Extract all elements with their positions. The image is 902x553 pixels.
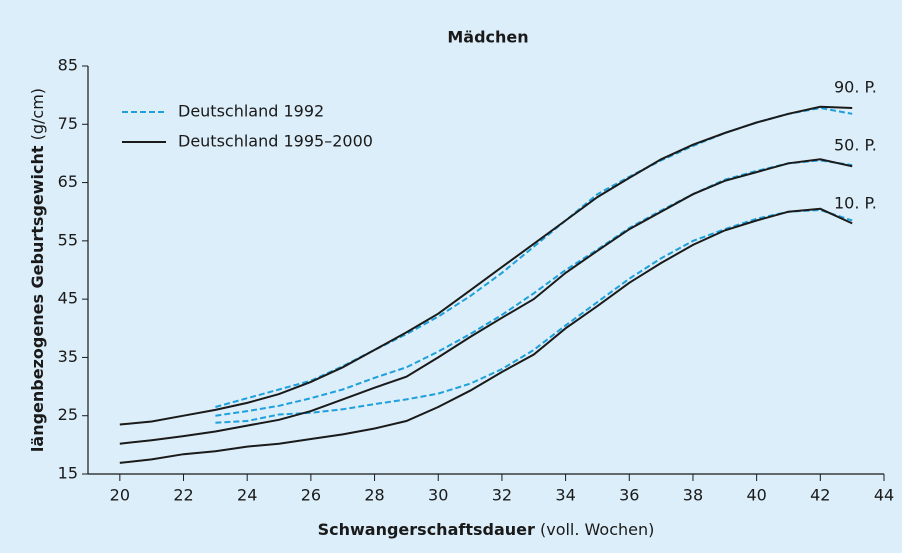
x-tick-label: 30 xyxy=(428,486,448,505)
x-label-note: (voll. Wochen) xyxy=(540,520,654,539)
y-tick-label: 45 xyxy=(58,289,78,308)
legend-label: Deutschland 1995–2000 xyxy=(178,132,373,151)
line-label: 90. P. xyxy=(834,78,877,97)
x-tick-label: 32 xyxy=(492,486,512,505)
y-axis-label: längenbezogenes Geburtsgewicht (g/cm) xyxy=(28,88,47,452)
x-tick-label: 38 xyxy=(683,486,703,505)
chart-title: Mädchen xyxy=(447,28,528,47)
line xyxy=(215,159,853,417)
x-tick-label: 44 xyxy=(874,486,894,505)
y-tick-label: 85 xyxy=(58,56,78,75)
line-label: 10. P. xyxy=(834,194,877,213)
x-tick-label: 34 xyxy=(555,486,575,505)
line-label: 50. P. xyxy=(834,136,877,155)
y-tick-label: 65 xyxy=(58,172,78,191)
y-tick-label: 15 xyxy=(58,464,78,483)
y-label-note: (g/cm) xyxy=(28,88,47,140)
x-tick-label: 22 xyxy=(173,486,193,505)
legend-label: Deutschland 1992 xyxy=(178,102,324,121)
x-axis-label: Schwangerschaftsdauer (voll. Wochen) xyxy=(318,520,655,539)
y-tick-label: 55 xyxy=(58,230,78,249)
line xyxy=(119,105,853,426)
x-tick-label: 42 xyxy=(810,486,830,505)
x-tick-label: 26 xyxy=(301,486,321,505)
x-tick-label: 28 xyxy=(364,486,384,505)
y-label-main: längenbezogenes Geburtsgewicht xyxy=(28,145,47,452)
x-tick-label: 36 xyxy=(619,486,639,505)
x-tick-label: 20 xyxy=(110,486,130,505)
y-tick-label: 75 xyxy=(58,114,78,133)
line xyxy=(215,208,853,424)
x-tick-label: 40 xyxy=(746,486,766,505)
x-label-main: Schwangerschaftsdauer xyxy=(318,520,535,539)
line xyxy=(119,207,853,464)
line xyxy=(119,158,853,445)
y-tick-label: 35 xyxy=(58,347,78,366)
y-tick-label: 25 xyxy=(58,405,78,424)
x-tick-label: 24 xyxy=(237,486,257,505)
line xyxy=(215,106,853,408)
